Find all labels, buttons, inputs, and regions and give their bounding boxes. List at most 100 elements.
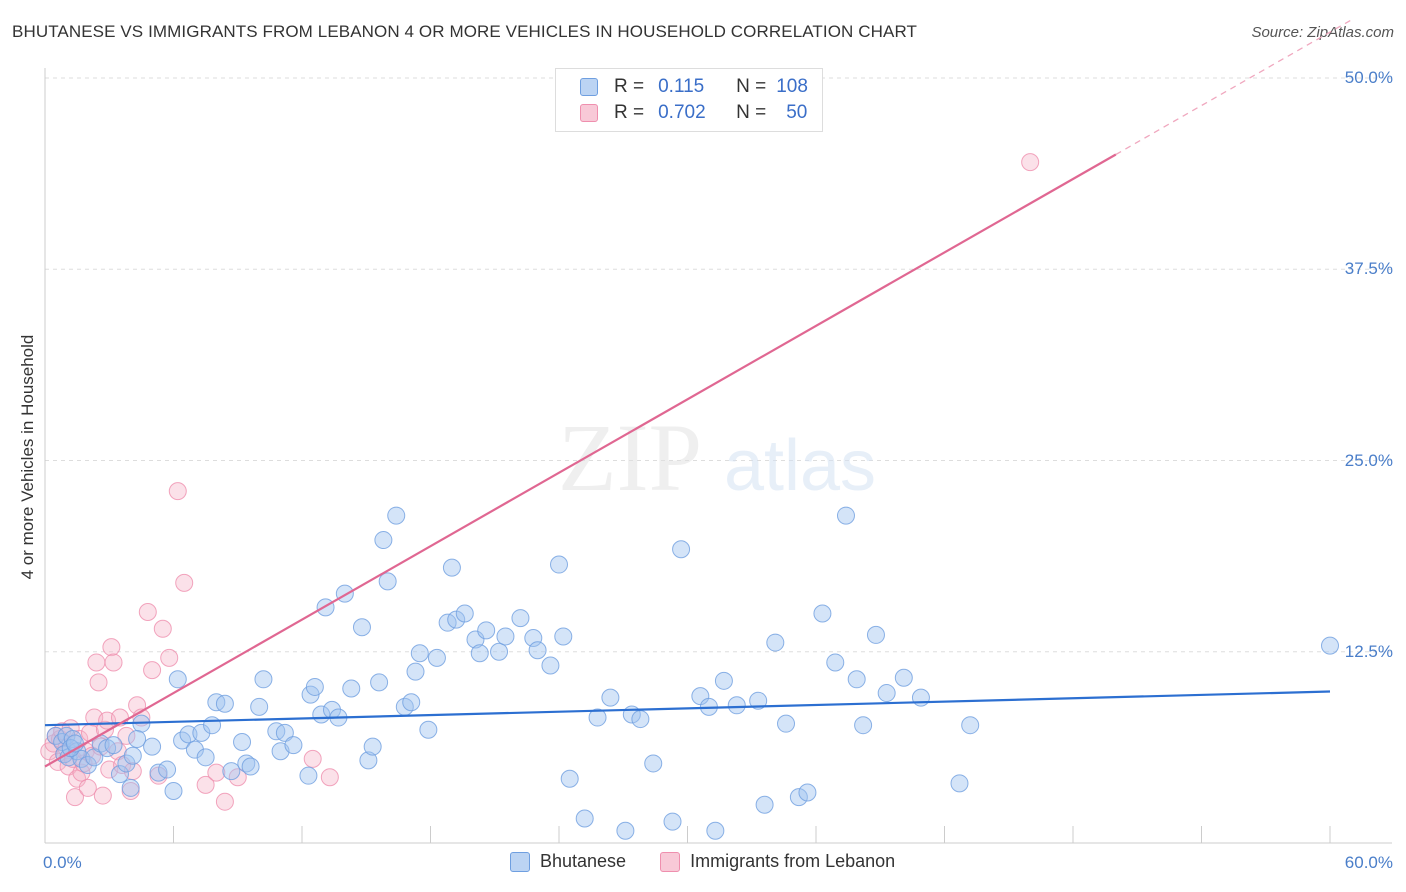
point-bhutanese: [644, 754, 663, 773]
point-lebanon: [102, 638, 121, 657]
point-bhutanese: [672, 540, 691, 559]
legend-item-lebanon[interactable]: Immigrants from Lebanon: [660, 851, 895, 872]
y-tick-label: 25.0%: [1344, 450, 1393, 470]
correlation-stats-box: R = 0.115 N = 108 R = 0.702 N = 50: [555, 68, 823, 132]
trend-line-lebanon: [44, 153, 1117, 768]
gridlines: [45, 77, 1392, 653]
point-bhutanese: [342, 679, 361, 698]
point-bhutanese: [1321, 636, 1339, 655]
point-bhutanese: [755, 795, 774, 814]
point-bhutanese: [631, 710, 650, 729]
point-bhutanese: [164, 781, 183, 800]
point-lebanon: [93, 786, 112, 805]
point-bhutanese: [442, 558, 461, 577]
point-bhutanese: [222, 762, 241, 781]
watermark-atlas: atlas: [724, 426, 876, 506]
point-bhutanese: [894, 668, 913, 687]
point-lebanon: [65, 788, 84, 807]
point-bhutanese: [352, 618, 371, 637]
point-lebanon: [78, 778, 97, 797]
point-bhutanese: [128, 729, 147, 748]
point-bhutanese: [854, 716, 873, 735]
x-tick-min: 0.0%: [43, 853, 82, 872]
chart-title: BHUTANESE VS IMMIGRANTS FROM LEBANON 4 O…: [12, 22, 918, 41]
stats-row-bhutanese: R = 0.115 N = 108: [580, 74, 808, 100]
point-lebanon: [1021, 153, 1040, 172]
point-lebanon: [168, 482, 187, 501]
stats-swatch-bhutanese: [580, 78, 598, 96]
stats-n-label: N =: [736, 76, 767, 97]
stats-swatch-lebanon: [580, 104, 598, 122]
point-bhutanese: [402, 693, 421, 712]
point-bhutanese: [143, 737, 162, 756]
stats-n-value: 108: [776, 76, 808, 97]
point-bhutanese: [528, 641, 547, 660]
point-bhutanese: [560, 769, 579, 788]
point-bhutanese: [419, 720, 438, 739]
point-lebanon: [303, 749, 322, 768]
point-lebanon: [117, 726, 136, 745]
point-bhutanese: [798, 783, 817, 802]
point-bhutanese: [524, 628, 543, 647]
point-bhutanese: [601, 688, 620, 707]
point-bhutanese: [78, 755, 97, 774]
legend-item-bhutanese[interactable]: Bhutanese: [510, 851, 626, 872]
point-bhutanese: [777, 714, 796, 733]
point-bhutanese: [455, 604, 474, 623]
point-bhutanese: [158, 760, 177, 779]
stats-r-label: R =: [614, 76, 645, 97]
point-bhutanese: [196, 748, 215, 767]
point-bhutanese: [490, 642, 509, 661]
y-tick-label: 12.5%: [1344, 641, 1393, 661]
point-bhutanese: [749, 691, 768, 710]
point-lebanon: [175, 573, 194, 592]
point-bhutanese: [254, 670, 273, 689]
point-bhutanese: [950, 774, 969, 793]
point-bhutanese: [866, 625, 885, 644]
point-bhutanese: [168, 670, 187, 689]
point-bhutanese: [387, 506, 406, 525]
point-lebanon: [87, 653, 106, 672]
trend-lines: [44, 19, 1352, 768]
point-bhutanese: [550, 555, 568, 574]
point-bhutanese: [378, 572, 397, 591]
point-lebanon: [215, 792, 234, 811]
legend-swatch-lebanon: [660, 851, 681, 872]
point-bhutanese: [370, 673, 389, 692]
point-bhutanese: [541, 656, 560, 675]
point-bhutanese: [241, 757, 260, 776]
point-lebanon: [89, 673, 108, 692]
watermark: ZIP atlas: [558, 404, 876, 511]
point-bhutanese: [427, 648, 446, 667]
point-lebanon: [153, 619, 172, 638]
y-tick-label: 50.0%: [1344, 68, 1393, 87]
stats-n-label: N =: [736, 102, 767, 123]
point-bhutanese: [359, 751, 378, 770]
stats-n-value: 50: [786, 102, 808, 123]
point-bhutanese: [305, 677, 324, 696]
stats-r-value: 0.115: [658, 76, 705, 97]
point-bhutanese: [706, 821, 725, 840]
point-bhutanese: [215, 694, 234, 713]
legend: Bhutanese Immigrants from Lebanon: [510, 851, 929, 872]
point-bhutanese: [766, 633, 785, 652]
point-bhutanese: [284, 736, 303, 755]
point-bhutanese: [179, 725, 198, 744]
point-bhutanese: [185, 740, 204, 759]
x-tick-max: 60.0%: [1344, 853, 1393, 872]
axes: [44, 68, 1392, 844]
point-bhutanese: [727, 696, 746, 715]
point-bhutanese: [826, 653, 845, 672]
stats-r-label: R =: [614, 102, 645, 123]
point-bhutanese: [121, 778, 140, 797]
point-bhutanese: [554, 627, 573, 646]
point-bhutanese: [192, 723, 211, 742]
legend-label-lebanon: Immigrants from Lebanon: [690, 851, 896, 871]
point-bhutanese: [203, 716, 222, 735]
point-bhutanese: [250, 697, 269, 716]
point-lebanon: [160, 648, 179, 667]
point-bhutanese: [877, 684, 896, 703]
point-bhutanese: [477, 621, 496, 640]
point-bhutanese: [233, 733, 252, 752]
